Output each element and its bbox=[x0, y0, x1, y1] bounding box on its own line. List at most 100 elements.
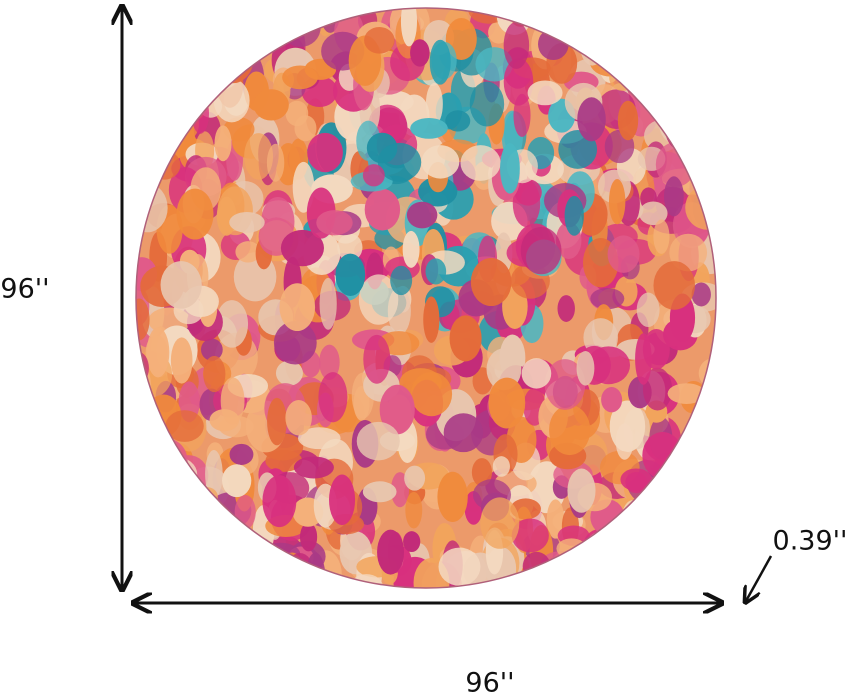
thickness-label: 0.39'' bbox=[773, 526, 848, 557]
rug-pattern bbox=[150, 455, 171, 477]
rug-pattern bbox=[329, 474, 356, 526]
rug-pattern bbox=[586, 346, 631, 385]
rug-pattern bbox=[379, 384, 415, 435]
rug-pattern bbox=[222, 464, 252, 498]
rug-pattern bbox=[189, 39, 227, 84]
rug-pattern bbox=[684, 444, 716, 492]
rug-pattern bbox=[684, 131, 716, 183]
rug-pattern bbox=[576, 350, 595, 386]
rug-pattern bbox=[557, 295, 575, 322]
rug-pattern bbox=[196, 517, 237, 544]
rug-pattern bbox=[136, 183, 168, 233]
rug-pattern bbox=[136, 63, 152, 107]
rug-pattern bbox=[664, 44, 697, 85]
rug-pattern bbox=[492, 456, 510, 477]
rug-pattern bbox=[655, 41, 680, 64]
rug-pattern bbox=[319, 344, 340, 380]
rug-pattern bbox=[609, 29, 631, 81]
rug-pattern bbox=[146, 327, 170, 378]
rug-pattern bbox=[512, 179, 541, 228]
rug-pattern bbox=[156, 69, 191, 113]
rug-pattern bbox=[470, 258, 512, 307]
rug-pattern bbox=[623, 520, 640, 547]
rug-pattern bbox=[158, 8, 182, 29]
rug-pattern bbox=[214, 125, 232, 162]
rug-pattern bbox=[503, 21, 530, 69]
rug-pattern bbox=[680, 43, 716, 83]
rug-pattern bbox=[152, 555, 186, 588]
rug-pattern bbox=[544, 359, 586, 410]
rug-pattern bbox=[137, 473, 165, 521]
rug-pattern bbox=[244, 133, 274, 180]
rug-pattern bbox=[667, 383, 706, 404]
rug-pattern bbox=[460, 145, 501, 181]
rug bbox=[136, 8, 716, 588]
rug-pattern bbox=[176, 8, 219, 33]
rug-pattern bbox=[266, 143, 285, 182]
rug-pattern bbox=[697, 507, 716, 538]
rug-pattern bbox=[165, 410, 204, 442]
rug-pattern bbox=[275, 8, 300, 30]
rug-pattern bbox=[469, 81, 505, 127]
rug-pattern bbox=[685, 185, 716, 230]
rug-pattern bbox=[230, 33, 255, 70]
height-label: 96'' bbox=[0, 274, 49, 305]
rug-pattern bbox=[305, 552, 326, 588]
rug-pattern bbox=[217, 29, 254, 55]
rug-pattern bbox=[203, 355, 226, 393]
rug-pattern bbox=[620, 468, 652, 491]
rug-pattern bbox=[642, 432, 683, 479]
rug-pattern bbox=[282, 65, 318, 90]
rug-pattern bbox=[156, 493, 199, 537]
rug-pattern bbox=[237, 8, 262, 33]
rug-pattern bbox=[437, 471, 468, 523]
rug-pattern bbox=[193, 509, 220, 535]
rug-pattern bbox=[682, 8, 707, 49]
rug-pattern bbox=[692, 76, 716, 99]
rug-pattern bbox=[202, 532, 241, 553]
rug-pattern bbox=[564, 195, 584, 236]
rug-pattern bbox=[617, 100, 639, 141]
rug-pattern bbox=[279, 283, 316, 332]
rug-pattern bbox=[153, 472, 191, 502]
rug-pattern bbox=[214, 8, 241, 28]
rug-pattern bbox=[146, 443, 168, 481]
rug-pattern bbox=[136, 298, 150, 341]
rug-pattern bbox=[170, 541, 214, 584]
rug-pattern bbox=[390, 265, 413, 296]
rug-pattern bbox=[570, 8, 600, 48]
rug-pattern bbox=[182, 71, 202, 96]
rug-pattern bbox=[200, 500, 222, 538]
rug-pattern bbox=[657, 8, 696, 39]
rug-pattern bbox=[636, 292, 660, 328]
rug-pattern bbox=[144, 438, 188, 485]
rug-pattern bbox=[299, 522, 318, 552]
rug-pattern bbox=[590, 287, 625, 310]
rug-pattern bbox=[527, 80, 563, 106]
rug-pattern bbox=[650, 544, 675, 588]
rug-pattern bbox=[438, 547, 481, 586]
rug-pattern bbox=[155, 547, 185, 588]
rug-pattern bbox=[471, 458, 493, 487]
rug-pattern bbox=[136, 122, 156, 162]
rug-pattern bbox=[136, 547, 167, 579]
rug-pattern bbox=[406, 201, 438, 229]
rug-pattern bbox=[449, 315, 482, 362]
rug-pattern bbox=[475, 47, 513, 82]
rug-pattern bbox=[604, 562, 643, 587]
rug-pattern bbox=[136, 55, 159, 83]
rug-pattern bbox=[136, 26, 153, 66]
rug-pattern bbox=[677, 121, 715, 164]
rug-pattern bbox=[421, 145, 460, 179]
rug-pattern bbox=[589, 46, 633, 77]
rug-pattern bbox=[685, 531, 716, 570]
rug-pattern bbox=[695, 420, 713, 470]
rug-pattern bbox=[587, 538, 612, 567]
rug-pattern bbox=[480, 497, 520, 549]
rug-pattern bbox=[671, 557, 689, 588]
rug-pattern bbox=[136, 529, 175, 572]
rug-pattern bbox=[664, 100, 699, 151]
rug-pattern bbox=[262, 475, 297, 528]
rug-pattern bbox=[136, 547, 170, 588]
rug-pattern bbox=[176, 188, 214, 240]
